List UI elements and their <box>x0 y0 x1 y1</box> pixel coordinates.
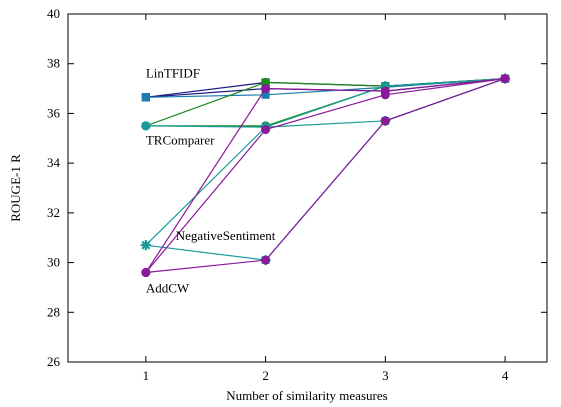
y-tick-label: 28 <box>47 304 60 319</box>
y-tick-label: 36 <box>47 105 61 120</box>
square-marker <box>141 93 150 102</box>
series-9 <box>141 74 510 278</box>
circle-marker <box>500 74 510 84</box>
annotation-label: AddCW <box>146 280 190 295</box>
circle-marker <box>261 125 271 135</box>
y-tick-label: 34 <box>47 155 61 170</box>
x-tick-label: 2 <box>262 368 269 383</box>
x-tick-label: 3 <box>382 368 389 383</box>
circle-marker <box>141 268 151 278</box>
star-marker <box>140 240 151 251</box>
circle-marker <box>141 121 151 131</box>
y-tick-label: 38 <box>47 56 60 71</box>
y-axis-label: ROUGE-1 R <box>8 154 23 222</box>
circle-marker <box>261 255 271 265</box>
y-tick-label: 30 <box>47 255 60 270</box>
y-tick-label: 40 <box>47 6 60 21</box>
annotation-label: TRComparer <box>146 133 215 148</box>
x-axis-label: Number of similarity measures <box>226 388 387 403</box>
circle-marker <box>380 90 390 100</box>
x-tick-label: 1 <box>143 368 150 383</box>
series-lines <box>140 73 511 278</box>
y-tick-label: 32 <box>47 205 60 220</box>
series-line <box>145 78 506 273</box>
x-tick-label: 4 <box>502 368 509 383</box>
annotation-label: LinTFIDF <box>146 65 200 80</box>
circle-marker <box>380 116 390 126</box>
annotations: LinTFIDF TRComparer NegativeSentiment AddCW <box>146 65 276 295</box>
series-10 <box>141 74 510 278</box>
series-7 <box>140 73 511 251</box>
series-line <box>145 78 506 246</box>
circle-marker <box>261 77 271 87</box>
circle-marker <box>261 84 271 94</box>
series-line <box>145 78 506 273</box>
plot-frame <box>67 13 548 363</box>
series-11 <box>141 74 510 278</box>
y-tick-label: 26 <box>47 354 61 369</box>
annotation-label: NegativeSentiment <box>176 228 276 243</box>
series-line <box>145 78 506 274</box>
star-marker <box>380 81 391 92</box>
square-marker <box>261 90 270 99</box>
